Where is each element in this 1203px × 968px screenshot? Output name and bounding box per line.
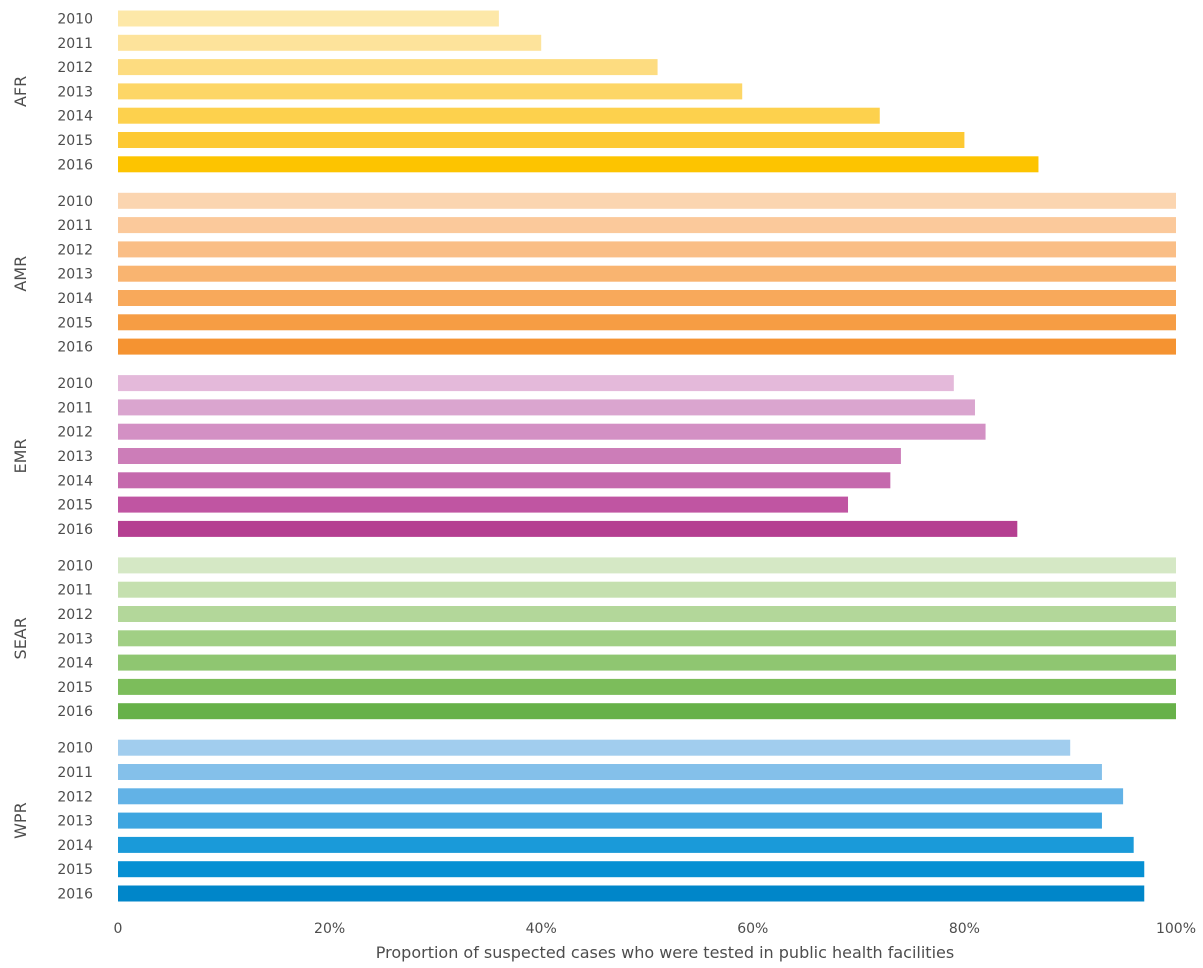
bar-amr-2011 — [118, 217, 1176, 234]
year-label: 2016 — [57, 522, 93, 538]
bar-emr-2016 — [118, 520, 1018, 537]
year-label: 2011 — [57, 583, 93, 599]
year-label: 2014 — [57, 109, 93, 125]
bar-sear-2010 — [118, 557, 1176, 574]
year-label: 2011 — [57, 765, 93, 781]
year-label: 2016 — [57, 157, 93, 173]
year-label: 2012 — [57, 789, 93, 805]
region-labels: AFR AMR EMR SEAR WPR — [11, 76, 30, 839]
year-label: 2015 — [57, 680, 93, 696]
bar-afr-2013 — [118, 83, 743, 100]
bar-sear-2013 — [118, 630, 1176, 647]
year-label: 2010 — [57, 12, 93, 28]
bars-layer — [118, 10, 1176, 902]
region-label-afr: AFR — [11, 76, 30, 107]
bar-sear-2012 — [118, 606, 1176, 622]
x-axis-title: Proportion of suspected cases who were t… — [376, 943, 954, 962]
year-label: 2010 — [57, 194, 93, 210]
x-axis-ticks: 0 20% 40% 60% 80% 100% — [114, 921, 1196, 937]
year-label: 2015 — [57, 315, 93, 331]
region-label-wpr: WPR — [11, 802, 30, 839]
year-label: 2013 — [57, 449, 93, 465]
bar-wpr-2015 — [118, 861, 1145, 878]
x-tick-label: 60% — [737, 921, 768, 937]
bar-afr-2014 — [118, 107, 880, 124]
year-label: 2015 — [57, 862, 93, 878]
year-label: 2014 — [57, 473, 93, 489]
bar-emr-2014 — [118, 472, 891, 489]
year-label: 2012 — [57, 607, 93, 623]
x-tick-label: 20% — [314, 921, 345, 937]
year-label: 2010 — [57, 741, 93, 757]
year-label: 2010 — [57, 558, 93, 574]
bar-afr-2015 — [118, 132, 965, 148]
year-label: 2011 — [57, 218, 93, 234]
year-label: 2015 — [57, 133, 93, 149]
year-label: 2014 — [57, 656, 93, 672]
year-label: 2011 — [57, 400, 93, 416]
bar-wpr-2014 — [118, 836, 1134, 853]
bar-emr-2012 — [118, 423, 986, 440]
bar-amr-2016 — [118, 338, 1176, 355]
bar-wpr-2011 — [118, 764, 1102, 780]
bar-sear-2014 — [118, 654, 1176, 671]
bar-afr-2010 — [118, 10, 499, 27]
bar-sear-2015 — [118, 678, 1176, 695]
year-label: 2015 — [57, 498, 93, 514]
year-label: 2012 — [57, 425, 93, 441]
year-label: 2012 — [57, 60, 93, 76]
region-label-amr: AMR — [11, 256, 30, 292]
x-tick-label: 40% — [526, 921, 557, 937]
year-label: 2014 — [57, 291, 93, 307]
x-tick-label: 0 — [114, 921, 123, 937]
bar-sear-2016 — [118, 703, 1176, 720]
bar-emr-2013 — [118, 448, 901, 464]
year-label: 2016 — [57, 704, 93, 720]
year-label: 2013 — [57, 814, 93, 830]
bar-amr-2012 — [118, 241, 1176, 258]
bar-wpr-2016 — [118, 885, 1145, 902]
bar-emr-2011 — [118, 399, 975, 416]
year-label: 2016 — [57, 340, 93, 356]
bar-afr-2012 — [118, 59, 658, 76]
year-label: 2013 — [57, 84, 93, 100]
bar-wpr-2013 — [118, 812, 1102, 829]
year-label: 2013 — [57, 267, 93, 283]
year-label: 2011 — [57, 36, 93, 52]
region-label-sear: SEAR — [11, 617, 30, 659]
x-tick-label: 80% — [949, 921, 980, 937]
year-label: 2013 — [57, 631, 93, 647]
region-label-emr: EMR — [11, 438, 30, 473]
bar-wpr-2012 — [118, 788, 1124, 805]
year-labels: 2010 2011 2012 2013 2014 2015 2016 2010 2011 2012… — [57, 12, 93, 903]
year-label: 2016 — [57, 887, 93, 903]
year-label: 2010 — [57, 376, 93, 392]
bar-amr-2015 — [118, 314, 1176, 331]
bar-amr-2014 — [118, 290, 1176, 306]
bar-afr-2016 — [118, 156, 1039, 173]
bar-sear-2011 — [118, 581, 1176, 598]
bar-emr-2010 — [118, 375, 954, 392]
bar-wpr-2010 — [118, 739, 1071, 756]
x-tick-label: 100% — [1156, 921, 1196, 937]
bar-amr-2010 — [118, 192, 1176, 209]
year-label: 2012 — [57, 242, 93, 258]
bar-afr-2011 — [118, 34, 542, 51]
year-label: 2014 — [57, 838, 93, 854]
bar-emr-2015 — [118, 496, 849, 513]
bar-amr-2013 — [118, 265, 1176, 282]
